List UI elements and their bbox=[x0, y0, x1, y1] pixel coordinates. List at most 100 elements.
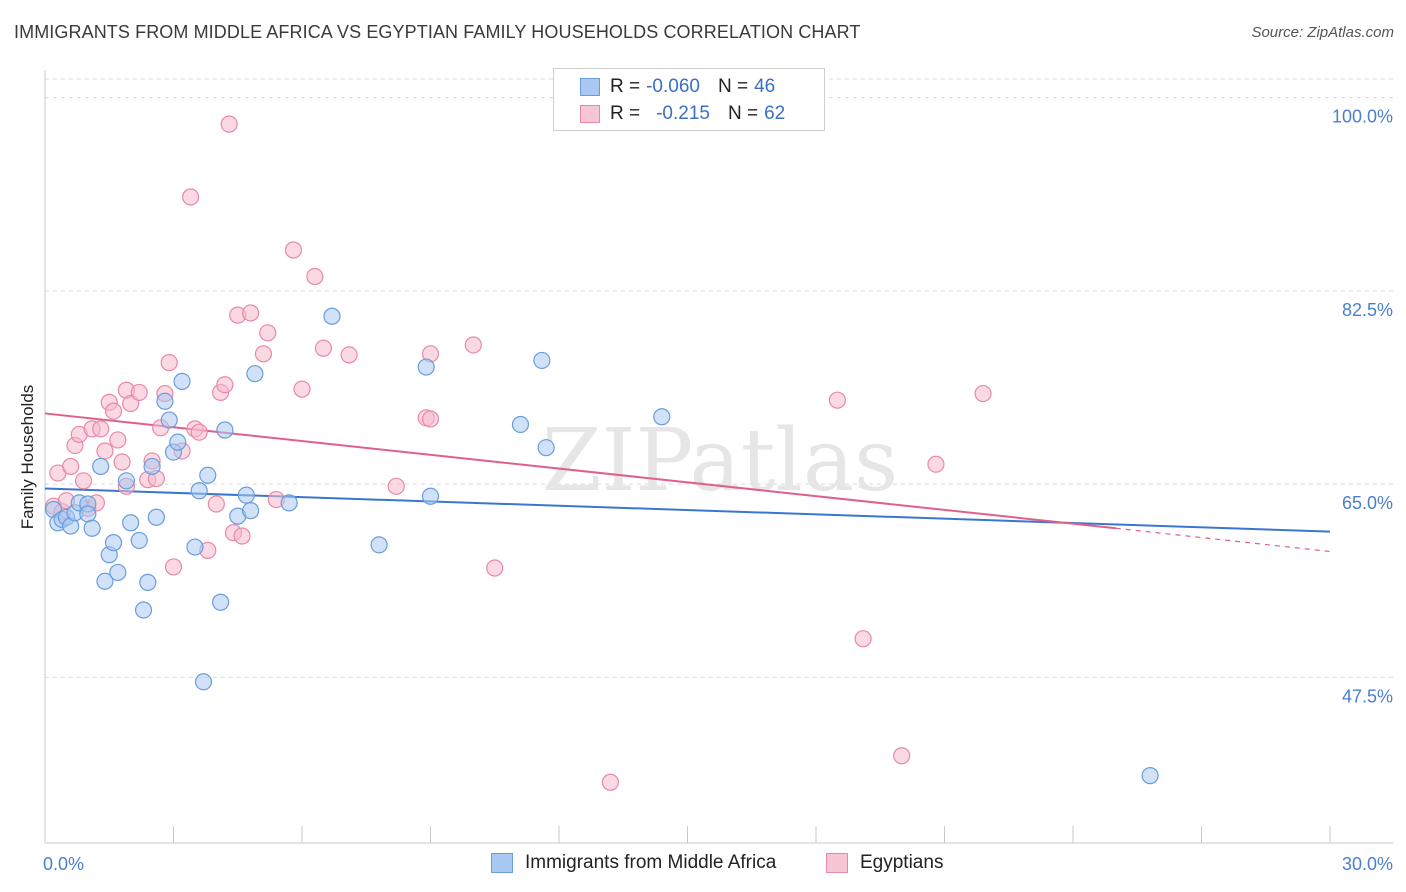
y-tick-label: 65.0% bbox=[1342, 493, 1393, 513]
legend-r-value: -0.060 bbox=[646, 76, 700, 97]
legend-swatch-pink bbox=[580, 105, 600, 123]
axes bbox=[44, 70, 1393, 844]
point-middle-africa bbox=[533, 351, 551, 370]
point-middle-africa bbox=[104, 534, 123, 552]
point-egyptians bbox=[601, 773, 620, 791]
legend-n-value: 46 bbox=[754, 76, 776, 97]
source-label: Source: ZipAtlas.com bbox=[1251, 24, 1394, 41]
point-egyptians bbox=[284, 241, 303, 259]
point-egyptians bbox=[96, 442, 114, 460]
point-middle-africa bbox=[280, 494, 298, 512]
point-middle-africa bbox=[421, 487, 440, 505]
legend-row-egyptians: R = -0.215 N = 62 bbox=[554, 101, 785, 127]
point-middle-africa bbox=[212, 593, 230, 611]
legend-swatch-blue bbox=[580, 78, 600, 96]
point-middle-africa bbox=[122, 514, 140, 532]
point-egyptians bbox=[927, 455, 945, 473]
point-middle-africa bbox=[190, 482, 208, 500]
point-middle-africa bbox=[1141, 767, 1159, 785]
bottom-legend-label: Immigrants from Middle Africa bbox=[525, 852, 777, 873]
point-middle-africa bbox=[242, 502, 260, 520]
point-egyptians bbox=[893, 747, 911, 765]
legend-r-value: -0.215 bbox=[656, 103, 710, 124]
point-egyptians bbox=[314, 339, 333, 357]
legend-r-label: R = bbox=[610, 103, 641, 124]
point-egyptians bbox=[242, 304, 260, 322]
point-middle-africa bbox=[511, 415, 530, 434]
point-middle-africa bbox=[139, 573, 157, 591]
x-tick-label-min: 0.0% bbox=[43, 854, 84, 874]
y-tick-label: 82.5% bbox=[1342, 300, 1393, 320]
point-egyptians bbox=[190, 423, 208, 441]
grid-lines bbox=[45, 78, 1393, 678]
point-egyptians bbox=[130, 383, 148, 402]
point-egyptians bbox=[421, 410, 440, 428]
y-axis-label: Family Households bbox=[18, 385, 37, 530]
point-middle-africa bbox=[216, 421, 234, 439]
point-middle-africa bbox=[653, 408, 671, 426]
point-egyptians bbox=[974, 384, 992, 403]
legend-r-label: R = bbox=[610, 76, 641, 97]
point-middle-africa bbox=[194, 673, 213, 691]
point-middle-africa bbox=[130, 531, 148, 550]
point-egyptians bbox=[828, 391, 847, 409]
bottom-legend-label: Egyptians bbox=[860, 852, 944, 873]
point-middle-africa bbox=[160, 411, 178, 429]
point-egyptians bbox=[854, 630, 872, 648]
point-egyptians bbox=[182, 188, 200, 206]
point-middle-africa bbox=[370, 536, 388, 554]
point-middle-africa bbox=[83, 519, 101, 537]
y-tick-label: 47.5% bbox=[1342, 686, 1393, 706]
point-egyptians bbox=[486, 559, 504, 577]
point-egyptians bbox=[464, 336, 482, 354]
watermark-text: ZIPatlas bbox=[542, 411, 898, 511]
point-middle-africa bbox=[246, 365, 264, 383]
axis-labels: 100.0% 82.5% 65.0% 47.5% 0.0% 30.0% Family Hou… bbox=[18, 107, 1393, 874]
point-egyptians bbox=[164, 558, 183, 576]
legend-n-value: 62 bbox=[764, 103, 786, 124]
legend-row-middle-africa: R = -0.060 N = 46 bbox=[554, 74, 775, 100]
point-middle-africa bbox=[186, 538, 204, 556]
watermark: ZIPatlas bbox=[542, 411, 898, 511]
point-middle-africa bbox=[134, 601, 153, 619]
point-egyptians bbox=[254, 345, 273, 363]
trend-line-egyptians-extension bbox=[1115, 527, 1331, 553]
point-egyptians bbox=[233, 527, 251, 545]
point-egyptians bbox=[216, 376, 234, 394]
trend-line-middle-africa bbox=[44, 487, 1331, 533]
x-tick-label-max: 30.0% bbox=[1342, 854, 1393, 874]
point-middle-africa bbox=[199, 466, 217, 484]
point-egyptians bbox=[259, 324, 277, 342]
y-tick-label: 100.0% bbox=[1332, 107, 1393, 127]
point-egyptians bbox=[74, 472, 93, 490]
point-egyptians bbox=[109, 431, 127, 449]
point-middle-africa bbox=[79, 505, 97, 523]
point-egyptians bbox=[62, 457, 80, 476]
point-middle-africa bbox=[169, 433, 187, 451]
point-middle-africa bbox=[173, 372, 191, 391]
stats-legend: R = -0.060 N = 46 R = -0.215 N = 62 bbox=[553, 68, 825, 131]
legend-n-label: N = bbox=[717, 76, 749, 97]
point-middle-africa bbox=[537, 439, 555, 457]
point-middle-africa bbox=[117, 472, 135, 490]
point-egyptians bbox=[293, 380, 311, 398]
point-egyptians bbox=[160, 354, 178, 372]
point-middle-africa bbox=[143, 457, 161, 476]
bottom-legend-egyptians: Egyptians bbox=[826, 852, 943, 874]
chart-title: IMMIGRANTS FROM MIDDLE AFRICA VS EGYPTIA… bbox=[14, 22, 861, 42]
bottom-legend-middle-africa: Immigrants from Middle Africa bbox=[491, 852, 776, 874]
point-egyptians bbox=[104, 402, 123, 420]
point-egyptians bbox=[306, 267, 324, 286]
point-egyptians bbox=[207, 495, 225, 513]
bottom-legend-swatch-blue bbox=[491, 853, 513, 873]
point-middle-africa bbox=[96, 572, 114, 590]
legend-n-label: N = bbox=[727, 103, 759, 124]
point-middle-africa bbox=[417, 358, 435, 376]
point-egyptians bbox=[220, 115, 238, 133]
point-egyptians bbox=[387, 477, 405, 495]
point-egyptians bbox=[92, 420, 110, 438]
point-middle-africa bbox=[147, 508, 165, 526]
data-points bbox=[44, 115, 1159, 791]
point-egyptians bbox=[340, 346, 358, 364]
